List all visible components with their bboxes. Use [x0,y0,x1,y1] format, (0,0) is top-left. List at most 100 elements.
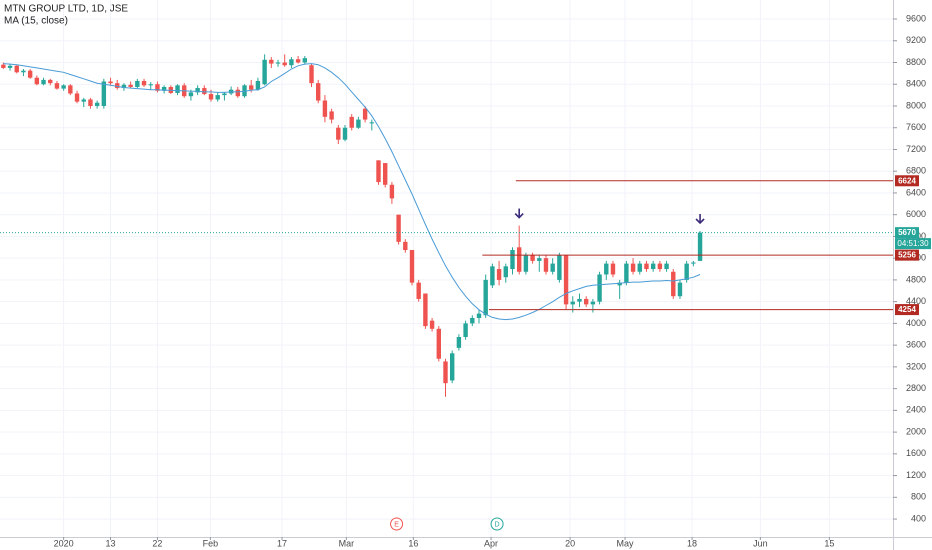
candle-body [389,184,395,199]
candle-body [470,317,475,324]
x-tick-label: 15 [824,538,834,548]
candle-body [41,79,46,85]
candle-body [624,263,629,283]
y-tick-label: 4800 [906,274,926,284]
candle-body [530,255,535,261]
candle-body [295,59,301,63]
candle-body [34,77,40,85]
y-tick-label: 400 [911,513,926,523]
candle-body [208,94,214,100]
level-label: 5256 [898,251,916,260]
candle-body [115,83,120,89]
countdown-label: 04:51:30 [897,239,929,248]
level-label-box [895,249,919,261]
event-label: E [394,521,399,528]
candle-body [597,274,602,302]
candle-body [121,84,127,89]
candle-body [262,59,267,85]
candle-body [563,255,569,305]
candle-body [21,70,26,73]
y-tick-label: 6000 [906,209,926,219]
y-tick-label: 6800 [906,166,926,176]
candle-body [48,79,53,84]
level-label: 4254 [898,305,916,314]
candle-body [697,232,703,261]
candle-body [161,86,167,91]
candle-body [215,95,220,100]
candle-body [255,80,261,90]
candle-body [14,65,19,73]
candle-body [577,298,582,302]
candle-body [523,255,529,272]
candle-body [128,84,133,87]
event-marker [490,517,504,531]
y-tick-label: 7200 [906,144,926,154]
y-tick-label: 2400 [906,405,926,415]
x-tick-label: Apr [484,538,498,548]
x-tick-label: 17 [277,538,287,548]
arrow-marker [695,213,705,225]
candle-body [349,116,354,128]
candle-body [329,111,334,120]
candle-body [483,279,488,316]
x-tick-label: 16 [408,538,418,548]
y-tick-label: 8400 [906,79,926,89]
candle-body [550,263,555,272]
candle-body [476,313,482,318]
candle-body [336,127,341,140]
candle-body [409,250,415,283]
candle-body [27,70,33,78]
y-tick-label: 3600 [906,340,926,350]
candle-body [650,263,656,270]
candle-body [376,160,381,183]
axes: 400 800 1200 1600 2000 2400 2800 3200 3600 4000 44… [54,13,931,548]
candle-body [664,263,669,270]
candle-body [108,81,113,84]
candle-body [282,62,287,66]
candle-body [235,89,241,97]
y-tick-label: 1600 [906,448,926,458]
candle-body [94,102,100,106]
candle-body [684,263,689,280]
chart-title: MTN GROUP LTD, 1D, JSE [4,4,128,15]
candle-body [61,85,66,89]
indicator-legend: MA (15, close) [4,16,68,27]
y-tick-label: 3200 [906,361,926,371]
x-tick-label: Mar [339,538,355,548]
arrow-head [514,212,524,219]
last-price-box [895,227,919,239]
event-marker [390,517,404,531]
candle-body [610,263,616,275]
y-tick-label: 2800 [906,383,926,393]
candle-body [436,328,441,359]
candle-body [671,271,676,297]
grid [0,0,893,537]
y-tick-label: 8000 [906,100,926,110]
candle-body [510,250,515,270]
candle-body [7,65,13,68]
x-tick-label: 18 [687,538,697,548]
last-price-label: 5670 [898,228,916,237]
candle-body [429,320,435,329]
candle-body [242,85,247,97]
candle-body [443,361,448,384]
candle-body [302,58,308,63]
candle-body [490,266,495,286]
candle-body [316,83,321,101]
y-tick-label: 800 [911,492,926,502]
ma-line [3,63,701,321]
level-label-box [895,175,919,187]
candle-body [396,214,401,242]
candle-body [269,59,274,64]
candle-body [537,258,542,261]
y-tick-label: 8800 [906,57,926,67]
candle-body [657,263,663,270]
candle-body [54,83,60,89]
candle-body [644,263,649,270]
x-tick-label: 13 [106,538,116,548]
level-label: 6624 [898,176,916,185]
candle-body [68,85,73,94]
